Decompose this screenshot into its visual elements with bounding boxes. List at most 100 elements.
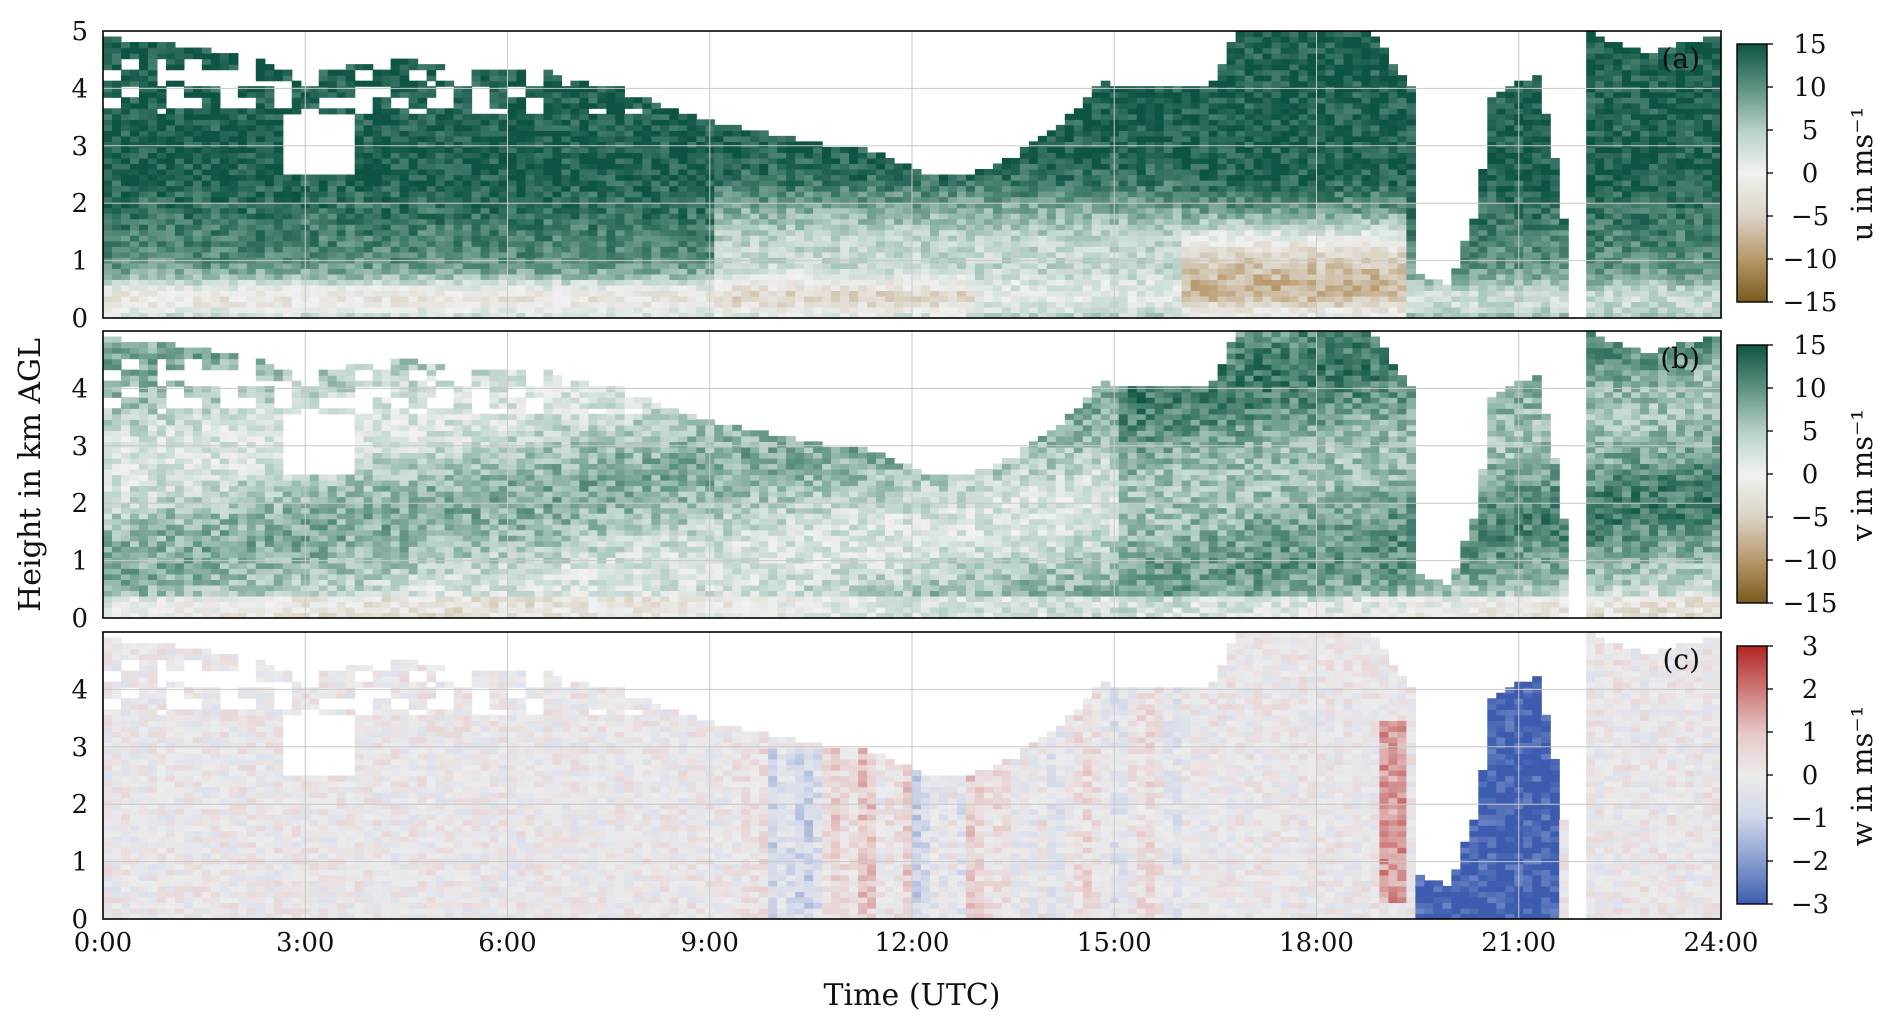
heatmap-cell bbox=[327, 295, 338, 303]
heatmap-cell bbox=[1001, 224, 1012, 231]
heatmap-cell bbox=[1145, 108, 1156, 115]
heatmap-cell bbox=[399, 268, 410, 275]
heatmap-cell bbox=[201, 224, 212, 231]
heatmap-cell bbox=[894, 185, 904, 192]
heatmap-cell bbox=[309, 301, 320, 308]
heatmap-cell bbox=[831, 268, 841, 275]
heatmap-cell bbox=[597, 312, 607, 318]
heatmap-cell bbox=[399, 141, 410, 148]
heatmap-cell bbox=[804, 157, 814, 165]
heatmap-cell bbox=[579, 268, 589, 275]
heatmap-cell bbox=[471, 273, 482, 280]
heatmap-cell bbox=[103, 224, 113, 231]
heatmap-cell bbox=[174, 146, 185, 154]
heatmap-cell bbox=[507, 113, 518, 120]
heatmap-cell bbox=[1118, 91, 1129, 98]
heatmap-cell bbox=[1082, 306, 1093, 314]
heatmap-cell bbox=[381, 251, 392, 258]
heatmap-cell bbox=[282, 224, 293, 231]
heatmap-cell bbox=[1172, 146, 1183, 154]
heatmap-cell bbox=[723, 180, 733, 187]
heatmap-cell bbox=[1262, 80, 1273, 87]
heatmap-cell bbox=[1037, 146, 1048, 154]
heatmap-cell bbox=[120, 284, 131, 291]
heatmap-cell bbox=[1073, 174, 1084, 181]
heatmap-cell bbox=[561, 157, 572, 165]
heatmap-cell bbox=[588, 235, 598, 242]
heatmap-cell bbox=[1208, 113, 1219, 120]
heatmap-cell bbox=[201, 202, 212, 209]
heatmap-cell bbox=[804, 174, 814, 181]
heatmap-cell bbox=[912, 306, 922, 314]
heatmap-cell bbox=[255, 295, 266, 303]
heatmap-cell bbox=[453, 180, 464, 187]
heatmap-cell bbox=[938, 262, 949, 269]
heatmap-cell bbox=[903, 218, 913, 225]
heatmap-cell bbox=[1217, 295, 1228, 303]
heatmap-cell bbox=[354, 163, 365, 170]
heatmap-cell bbox=[1208, 102, 1219, 109]
heatmap-cell bbox=[660, 168, 670, 176]
heatmap-cell bbox=[1235, 290, 1246, 297]
heatmap-cell bbox=[336, 174, 347, 181]
heatmap-cell bbox=[282, 202, 293, 209]
heatmap-cell bbox=[956, 295, 967, 303]
heatmap-cell bbox=[399, 152, 410, 159]
heatmap-cell bbox=[237, 124, 248, 131]
heatmap-cell bbox=[1037, 240, 1048, 247]
heatmap-cell bbox=[426, 64, 437, 71]
heatmap-cell bbox=[543, 146, 554, 154]
heatmap-cell bbox=[624, 273, 634, 280]
heatmap-cell bbox=[651, 113, 661, 120]
heatmap-cell bbox=[543, 141, 554, 148]
heatmap-cell bbox=[183, 119, 194, 126]
heatmap-cell bbox=[498, 246, 509, 253]
heatmap-cell bbox=[588, 207, 598, 214]
heatmap-cell bbox=[777, 295, 787, 303]
heatmap-cell bbox=[831, 180, 841, 187]
heatmap-cell bbox=[408, 86, 419, 93]
heatmap-cell bbox=[1118, 180, 1129, 187]
heatmap-cell bbox=[1271, 240, 1282, 247]
heatmap-cell bbox=[1244, 235, 1255, 242]
heatmap-cell bbox=[264, 235, 275, 242]
heatmap-cell bbox=[858, 185, 868, 192]
heatmap-cell bbox=[219, 163, 230, 170]
heatmap-cell bbox=[885, 229, 895, 236]
heatmap-cell bbox=[642, 224, 652, 231]
heatmap-cell bbox=[840, 168, 850, 176]
heatmap-cell bbox=[1073, 163, 1084, 170]
heatmap-cell bbox=[372, 168, 383, 176]
heatmap-cell bbox=[183, 251, 194, 258]
heatmap-cell bbox=[651, 301, 661, 308]
heatmap-cell bbox=[974, 284, 985, 291]
heatmap-cell bbox=[156, 306, 167, 314]
heatmap-cell bbox=[147, 279, 158, 286]
heatmap-cell bbox=[1028, 185, 1039, 192]
heatmap-cell bbox=[795, 224, 805, 231]
heatmap-cell bbox=[1055, 246, 1066, 253]
heatmap-cell bbox=[1154, 268, 1165, 275]
heatmap-cell bbox=[255, 135, 266, 142]
heatmap-cell bbox=[947, 246, 958, 253]
heatmap-cell bbox=[462, 174, 473, 181]
heatmap-cell bbox=[399, 146, 410, 154]
heatmap-cell bbox=[453, 246, 464, 253]
heatmap-cell bbox=[237, 202, 248, 209]
heatmap-cell bbox=[192, 113, 203, 120]
heatmap-cell bbox=[1145, 130, 1156, 137]
heatmap-cell bbox=[992, 273, 1003, 280]
heatmap-cell bbox=[1145, 251, 1156, 258]
heatmap-cell bbox=[1154, 279, 1165, 286]
heatmap-cell bbox=[1046, 251, 1057, 258]
heatmap-cell bbox=[228, 196, 239, 203]
heatmap-cell bbox=[507, 97, 518, 104]
heatmap-cell bbox=[282, 312, 293, 318]
heatmap-cell bbox=[246, 213, 257, 220]
heatmap-cell bbox=[849, 207, 859, 214]
heatmap-cell bbox=[786, 196, 796, 203]
heatmap-cell bbox=[480, 75, 491, 82]
heatmap-cell bbox=[336, 251, 347, 258]
heatmap-cell bbox=[363, 207, 374, 214]
heatmap-cell bbox=[1172, 174, 1183, 181]
